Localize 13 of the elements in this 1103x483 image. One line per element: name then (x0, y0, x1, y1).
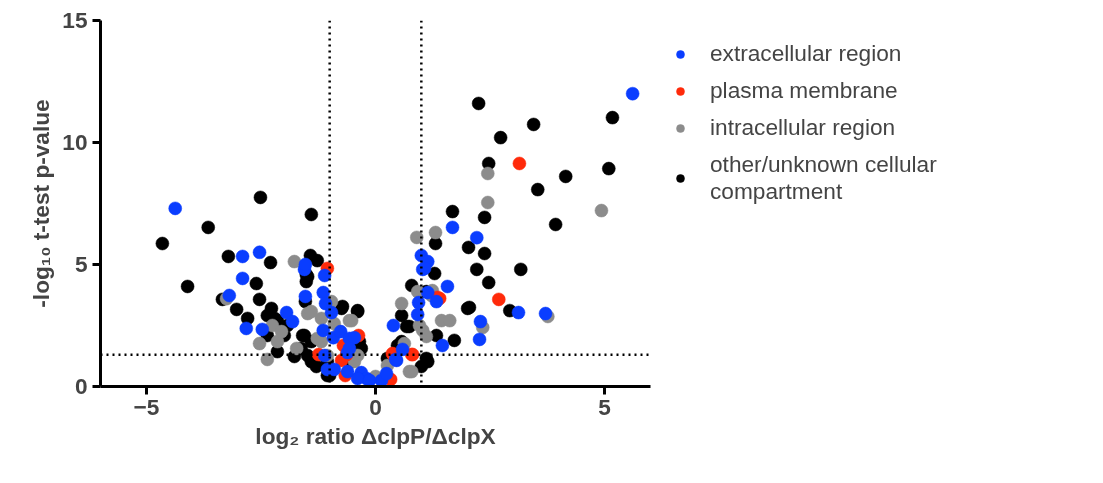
y-axis-title: -log₁₀ t-test p-value (28, 99, 55, 308)
y-tick-label: 15 (62, 7, 88, 33)
x-tick-label: 5 (598, 393, 611, 420)
x-tick-label: −5 (133, 393, 160, 420)
x-axis-title: log₂ ratio ΔclpP/ΔclpX (255, 422, 496, 449)
y-tick-label: 10 (62, 129, 88, 155)
legend-label: intracellular region (710, 114, 896, 141)
legend-label: plasma membrane (710, 77, 898, 104)
x-tick-label: 0 (369, 393, 382, 420)
y-tick-label: 0 (74, 373, 88, 399)
y-tick-label: 5 (74, 251, 88, 277)
legend-label: extracellular region (710, 40, 902, 67)
legend-label: other/unknown cellular compartment (710, 151, 937, 205)
